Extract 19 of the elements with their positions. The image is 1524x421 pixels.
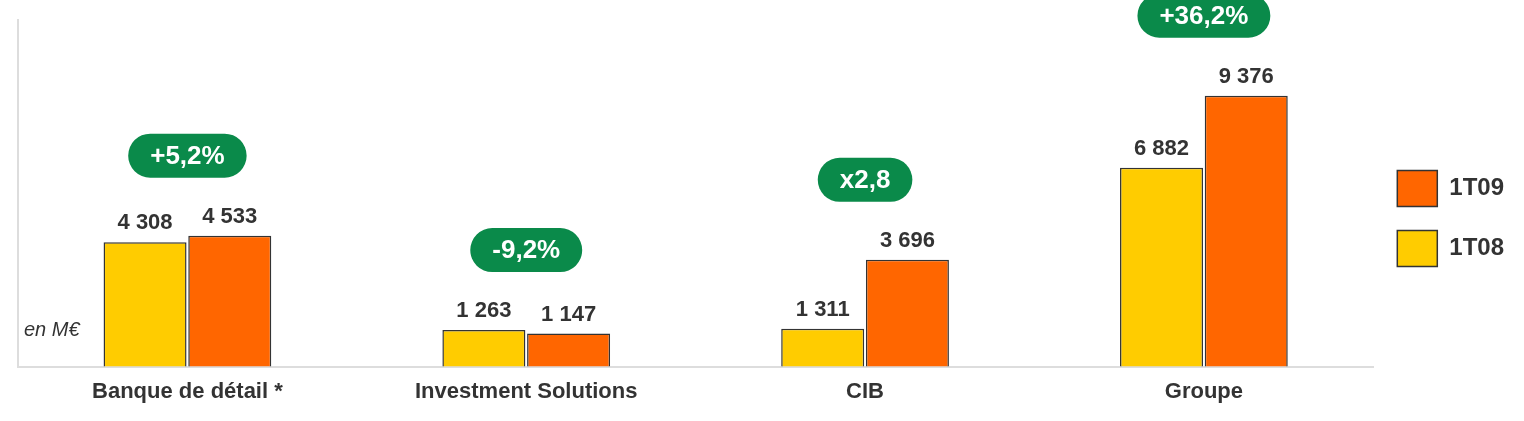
annotation: +5,2% xyxy=(150,139,225,170)
data-label: 9 376 xyxy=(1218,62,1274,88)
data-label: 1 311 xyxy=(795,295,850,321)
annotation: en M€ xyxy=(24,318,81,341)
data-label: 4 308 xyxy=(117,209,173,235)
x-tick-label: CIB xyxy=(846,377,885,403)
data-label: 1 263 xyxy=(456,297,512,323)
annotation: x2,8 xyxy=(839,164,891,195)
data-label: 6 882 xyxy=(1134,134,1190,160)
legend-label: 1T09 xyxy=(1449,173,1504,201)
x-tick-label: Groupe xyxy=(1164,377,1243,403)
legend-label: 1T08 xyxy=(1449,233,1504,261)
data-label: 1 147 xyxy=(541,300,597,326)
data-label: 3 696 xyxy=(879,226,935,252)
x-tick-label: Investment Solutions xyxy=(414,377,638,403)
annotation: -9,2% xyxy=(492,234,561,265)
x-tick-label: Banque de détail * xyxy=(92,377,284,403)
text: +36,2% xyxy=(1159,0,1249,30)
data-label: 4 533 xyxy=(202,202,258,228)
